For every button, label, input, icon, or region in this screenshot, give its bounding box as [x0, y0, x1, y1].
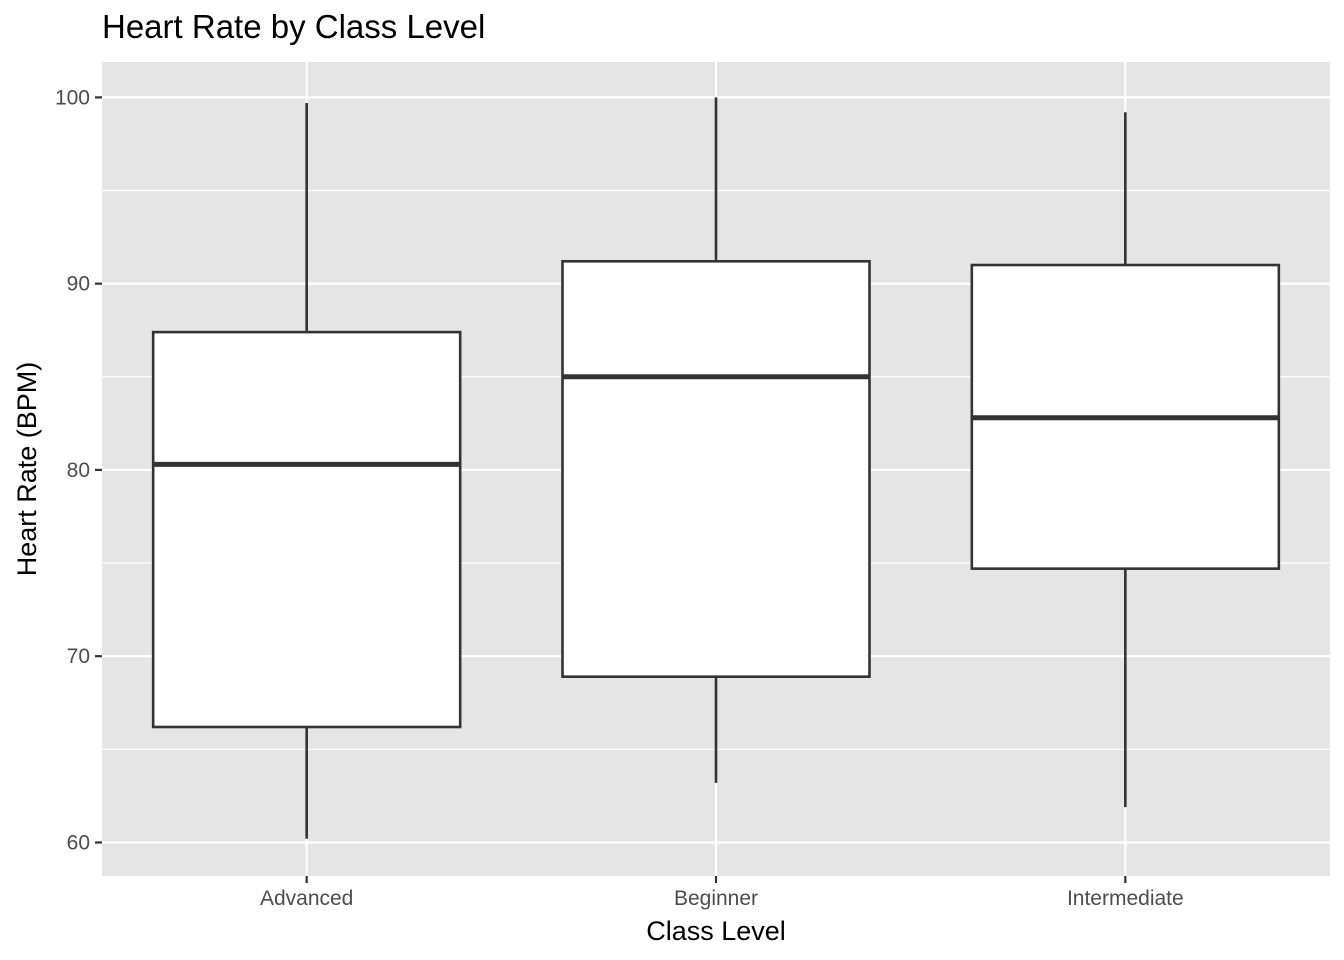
- box-group-advanced: [151, 102, 462, 839]
- box-iqr: [151, 330, 462, 729]
- y-axis: 60 70 80 90 100: [55, 86, 102, 854]
- y-axis-title: Heart Rate (BPM): [12, 362, 42, 577]
- x-axis: Advanced Beginner Intermediate: [260, 876, 1184, 910]
- x-tick-label: Intermediate: [1067, 887, 1184, 910]
- x-axis-title: Class Level: [646, 916, 786, 946]
- x-tick-label: Beginner: [674, 887, 758, 910]
- box-series: [151, 97, 1281, 839]
- y-tick-label: 60: [67, 831, 90, 854]
- y-tick-label: 100: [55, 86, 90, 109]
- y-tick-label: 90: [67, 273, 90, 296]
- y-tick-label: 80: [67, 459, 90, 482]
- box-iqr: [561, 260, 871, 678]
- x-tick-label: Advanced: [260, 887, 353, 910]
- y-tick-label: 70: [67, 645, 90, 668]
- box-group-beginner: [561, 97, 871, 783]
- box-group-intermediate: [970, 112, 1281, 808]
- chart-title: Heart Rate by Class Level: [102, 8, 486, 45]
